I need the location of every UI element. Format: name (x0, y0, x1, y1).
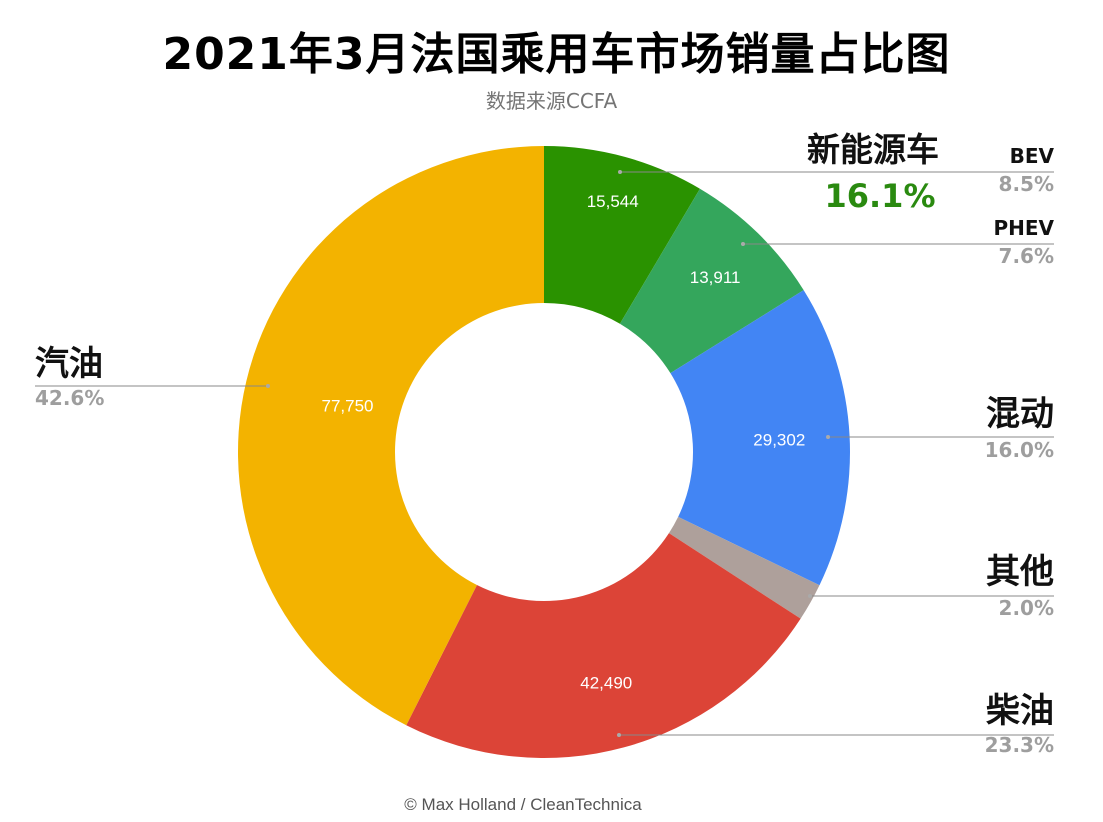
group-label: 新能源车 (807, 130, 939, 169)
slice-petrol (237, 146, 544, 726)
slice-pct-diesel: 23.3% (985, 733, 1054, 757)
slice-phev (619, 188, 804, 374)
donut-slices (237, 146, 851, 758)
slice-name-diesel: 柴油 (986, 691, 1054, 731)
slice-hybrid (670, 290, 851, 586)
slice-labels: 15,544 BEV 8.5% 13,911 PHEV 7.6% 29,302 混动 16.0%… (35, 130, 1055, 757)
slice-pct-hybrid: 16.0% (985, 438, 1054, 462)
slice-name-phev: PHEV (993, 216, 1054, 240)
leader-lines (35, 170, 1054, 737)
slice-name-hybrid: 混动 (986, 394, 1054, 434)
slice-name-petrol: 汽油 (35, 344, 103, 384)
slice-pct-petrol: 42.6% (35, 386, 104, 410)
slice-diesel (406, 533, 801, 758)
slice-bev (544, 146, 700, 324)
credit-text: © Max Holland / CleanTechnica (404, 795, 642, 814)
leader-dot-phev (741, 242, 745, 246)
leader-dot-other (808, 594, 812, 598)
slice-pct-other: 2.0% (999, 596, 1054, 620)
leader-dot-hybrid (826, 435, 830, 439)
leader-dot-bev (618, 170, 622, 174)
group-pct: 16.1% (824, 177, 935, 215)
value-label-bev: 15,544 (587, 192, 639, 211)
leader-dot-diesel (617, 733, 621, 737)
chart-subtitle: 数据来源CCFA (485, 89, 618, 113)
slice-pct-bev: 8.5% (999, 172, 1054, 196)
slice-pct-phev: 7.6% (999, 244, 1054, 268)
value-label-petrol: 77,750 (322, 396, 374, 415)
chart-title: 2021年3月法国乘用车市场销量占比图 (162, 29, 951, 80)
value-label-phev: 13,911 (690, 268, 741, 287)
slice-name-bev: BEV (1010, 144, 1055, 168)
slice-name-other: 其他 (986, 552, 1054, 592)
value-label-hybrid: 29,302 (753, 430, 805, 449)
value-label-diesel: 42,490 (580, 673, 632, 692)
leader-dot-petrol (266, 384, 270, 388)
slice-other (668, 516, 820, 619)
